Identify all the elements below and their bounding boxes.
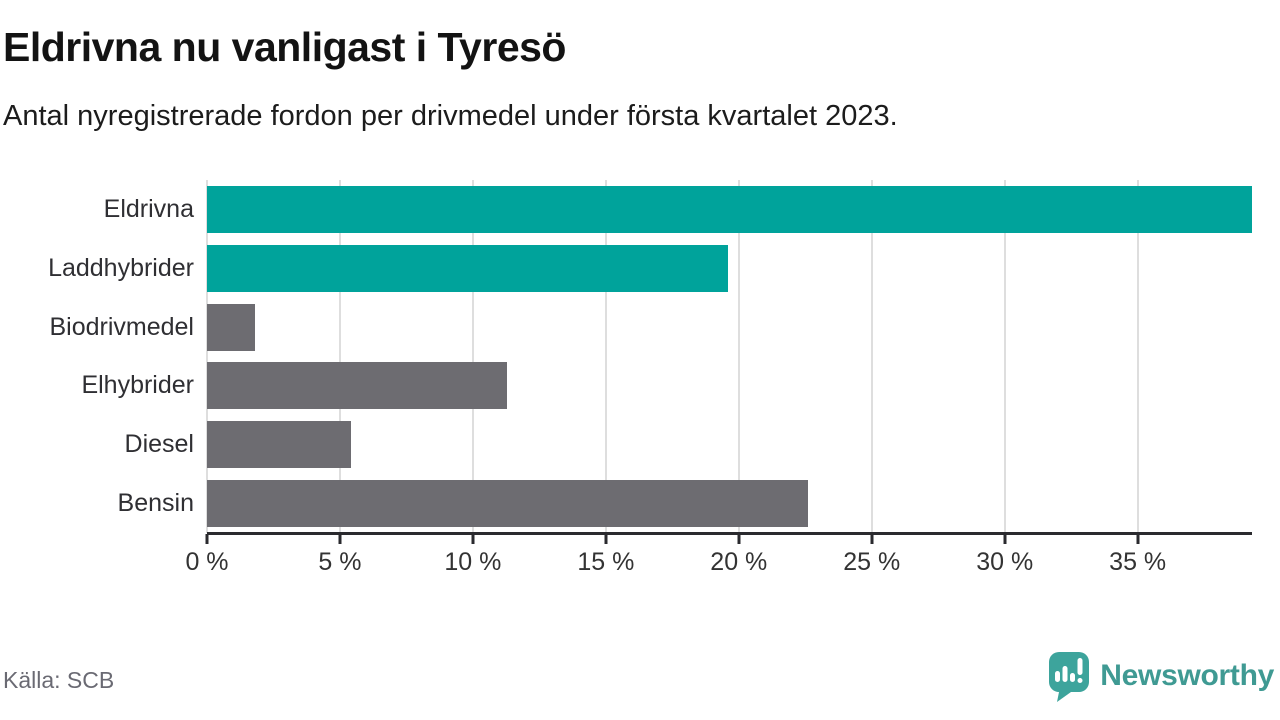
bar-track [207, 474, 1252, 533]
gridline [870, 180, 873, 533]
bar-track [207, 239, 1252, 298]
bar-row: Biodrivmedel [0, 298, 1252, 357]
axis-tick-label: 10 % [444, 548, 502, 576]
axis-tick-mark [604, 534, 608, 544]
category-label: Eldrivna [103, 194, 194, 223]
category-label: Bensin [117, 489, 194, 518]
axis-tick-mark [471, 534, 475, 544]
bar-track [207, 356, 1252, 415]
gridline [1003, 180, 1006, 533]
axis-tick-label: 0 % [185, 548, 229, 576]
gridline [1136, 180, 1139, 533]
bar-row: Laddhybrider [0, 239, 1252, 298]
category-label: Biodrivmedel [49, 312, 194, 341]
bar [207, 362, 508, 410]
axis-tick-label: 15 % [577, 548, 635, 576]
bar [207, 244, 729, 292]
axis-tick-label: 35 % [1109, 548, 1167, 576]
bar-chart: Eldrivna Laddhybrider Biodrivmedel Elhybrid… [0, 180, 1252, 576]
newsworthy-logo-icon [1049, 652, 1090, 702]
x-axis-line [207, 532, 1252, 535]
axis-tick-mark [1003, 534, 1007, 544]
axis-tick-label: 30 % [976, 548, 1034, 576]
category-label: Diesel [124, 430, 194, 459]
gridline [471, 180, 474, 533]
newsworthy-wordmark: Newsworthy [1100, 659, 1274, 692]
bar-row: Elhybrider [0, 356, 1252, 415]
bar-row: Eldrivna [0, 180, 1252, 239]
bar-track [207, 180, 1252, 239]
bar-row: Bensin [0, 474, 1252, 533]
gridline [338, 180, 341, 533]
axis-tick-label: 25 % [843, 548, 901, 576]
category-label: Laddhybrider [48, 253, 194, 282]
axis-tick-mark [1136, 534, 1140, 544]
axis-tick-label: 5 % [318, 548, 362, 576]
gridline [206, 180, 208, 533]
bar [207, 185, 1252, 233]
axis-tick-mark [338, 534, 342, 544]
chart-title: Eldrivna nu vanligast i Tyresö [3, 24, 566, 70]
x-axis-ticks: 0 % 5 % 10 % 15 % 20 % 25 % 30 % 35 % [185, 533, 1252, 595]
bar-track [207, 415, 1252, 474]
gridlines [206, 180, 1252, 533]
bar [207, 421, 351, 469]
gridline [737, 180, 740, 533]
bar-row: Diesel [0, 415, 1252, 474]
axis-tick-mark [737, 534, 741, 544]
bar-rows: Eldrivna Laddhybrider Biodrivmedel Elhybrid… [0, 180, 1252, 533]
axis-tick-mark [205, 534, 209, 544]
source-note: Källa: SCB [3, 667, 115, 693]
bar [207, 303, 255, 351]
axis-tick-label: 20 % [710, 548, 768, 576]
bar-track [207, 298, 1252, 357]
axis-tick-mark [870, 534, 874, 544]
chart-subtitle: Antal nyregistrerade fordon per drivmede… [3, 100, 898, 132]
bar [207, 480, 808, 528]
newsworthy-logo: Newsworthy [1045, 650, 1274, 702]
category-label: Elhybrider [81, 371, 194, 400]
gridline [604, 180, 607, 533]
